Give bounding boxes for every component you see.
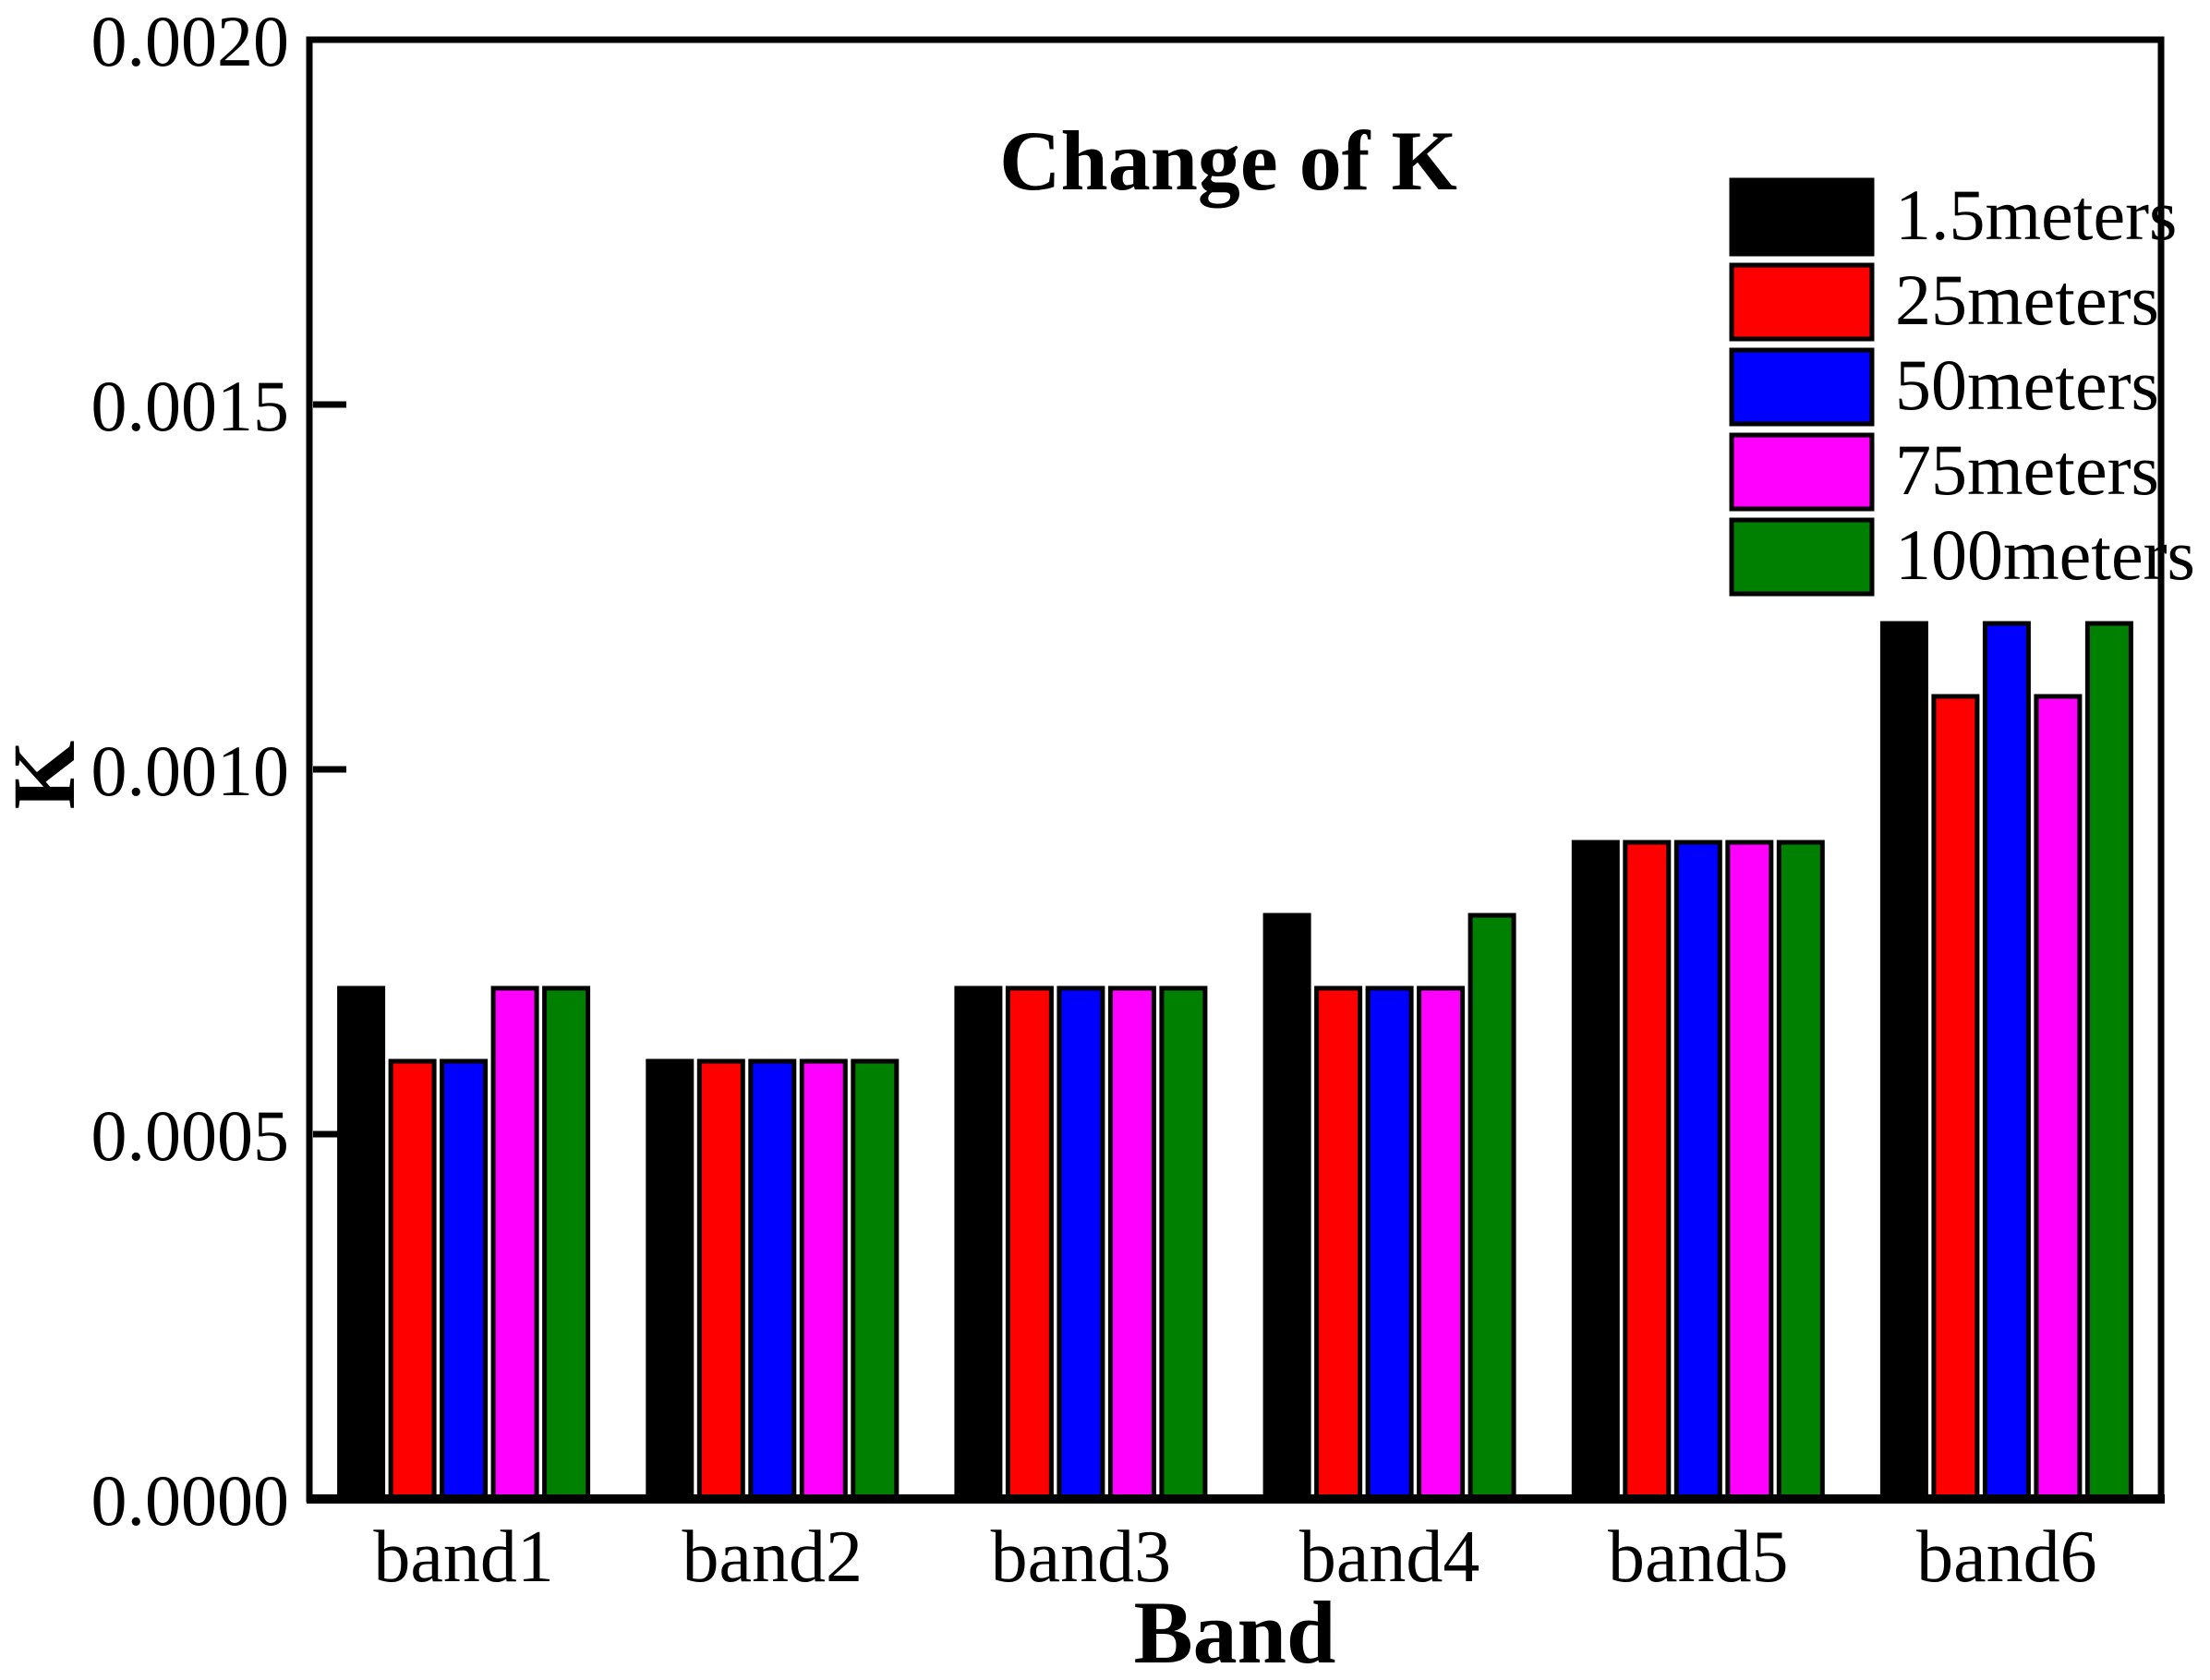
bar-band5-75meters [1725,840,1774,1502]
legend-swatch-1.5meters [1729,177,1875,257]
bar-band4-100meters [1467,913,1516,1502]
legend-label-1.5meters: 1.5meters [1895,175,2177,255]
legend-label-25meters: 25meters [1895,260,2159,340]
bar-band3-1.5meters [954,985,1003,1502]
bar-band5-25meters [1623,840,1672,1502]
chart-title: Change of K [999,114,1457,208]
bar-band1-25meters [388,1058,437,1502]
bar-band6-25meters [1931,694,1980,1502]
x-category-label: band1 [373,1517,554,1598]
bar-band5-50meters [1673,840,1722,1502]
bar-band3-100meters [1159,985,1208,1502]
legend-label-75meters: 75meters [1895,429,2159,510]
x-axis-label: Band [1134,1583,1336,1680]
y-axis: 0.0000 0.0005 0.0010 0.0015 0.0020 [91,1,346,1541]
bar-band2-25meters [696,1058,745,1502]
bar-band4-75meters [1417,985,1466,1502]
bar-band1-100meters [542,985,591,1502]
y-tick-label: 0.0020 [91,1,290,81]
x-axis-labels: band1 band2 band3 band4 band5 band6 [373,1517,2096,1598]
y-tick-label: 0.0010 [91,731,290,811]
x-category-label: band2 [682,1517,863,1598]
bar-band1-75meters [490,985,539,1502]
bar-band6-100meters [2084,621,2133,1502]
legend-label-50meters: 50meters [1895,344,2159,425]
bar-band6-75meters [2034,694,2083,1502]
bar-band2-75meters [799,1058,848,1502]
bar-band3-75meters [1107,985,1156,1502]
bar-band6-1.5meters [1879,621,1928,1502]
legend-swatch-50meters [1729,347,1875,427]
bar-band6-50meters [1982,621,2031,1502]
bar-band5-100meters [1776,840,1825,1502]
x-category-label: band4 [1299,1517,1480,1598]
y-axis-label: K [0,741,93,810]
bar-band5-1.5meters [1571,840,1620,1502]
bar-band3-25meters [1005,985,1054,1502]
y-tick-label: 0.0000 [91,1460,290,1541]
bars-layer [337,621,2133,1502]
bar-band3-50meters [1057,985,1105,1502]
bar-band2-50meters [748,1058,797,1502]
bar-band2-1.5meters [646,1058,694,1502]
legend-swatch-25meters [1729,262,1875,342]
legend: 1.5meters25meters50meters75meters100mete… [1729,175,2195,597]
x-category-label: band3 [991,1517,1172,1598]
legend-swatch-100meters [1729,517,1875,597]
bar-band1-50meters [440,1058,489,1502]
bar-band4-25meters [1314,985,1363,1502]
x-category-label: band6 [1916,1517,2097,1598]
bar-band4-50meters [1365,985,1414,1502]
legend-label-100meters: 100meters [1895,514,2195,595]
x-category-label: band5 [1608,1517,1789,1598]
bar-band2-100meters [851,1058,900,1502]
bar-band4-1.5meters [1262,913,1311,1502]
y-tick-label: 0.0005 [91,1095,290,1176]
y-tick-label: 0.0015 [91,366,290,446]
legend-swatch-75meters [1729,432,1875,512]
bar-band1-1.5meters [337,985,386,1502]
